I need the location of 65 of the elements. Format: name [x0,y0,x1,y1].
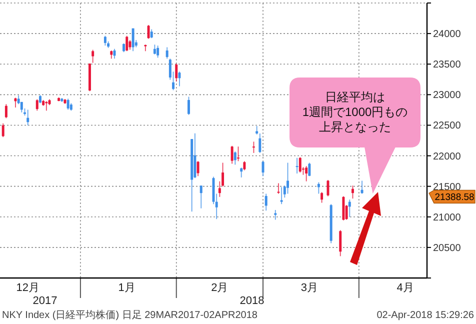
candlestick [104,35,106,46]
candlestick [66,98,70,110]
candlestick [128,40,132,50]
candlestick [308,162,311,177]
candlestick [277,182,280,194]
x-tick-label: 1月 [118,282,136,294]
x-tick-label: 3月 [300,282,318,294]
candlestick [352,185,354,200]
candlestick [194,132,196,179]
candlestick [317,182,320,194]
annotation: 日経平均は [325,90,385,104]
candlestick [237,146,240,162]
candlestick [200,185,202,209]
candlestick [153,44,156,55]
x-tick-label: 12月 [16,282,40,294]
x-tick-label: 2月 [211,282,228,294]
candlestick [360,180,364,194]
candlestick [264,193,268,212]
y-tick-label: 21000 [433,212,462,224]
annotation: 上昇となった [319,120,391,134]
candlestick [286,162,289,194]
candlestick [243,160,246,171]
text: NKY Index (日経平均株価) 日足 29MAR2017-02APR2018 [2,309,258,321]
candlestick [296,157,298,174]
candlestick [196,160,200,177]
candlestick [258,133,262,154]
y-tick-label: 22000 [433,151,462,162]
candlestick [326,180,330,197]
candlestick [92,49,94,64]
candlestick [240,167,243,178]
candlestick [156,45,160,58]
candlestick [230,145,234,164]
candlestick [280,186,283,205]
y-tick-label: 23500 [433,60,462,71]
candlestick [305,166,308,182]
x-tick-label: 4月 [396,282,414,294]
text: 02-Apr-2018 15:29:26 [376,310,474,321]
candlestick [2,122,4,138]
candlestick [36,98,38,112]
candlestick [342,196,345,221]
candlestick [147,24,150,40]
y-tick-label: 22500 [433,120,462,132]
candlestick [175,63,178,82]
candlestick [339,230,342,257]
y-tick-label: 24000 [433,29,462,40]
candlestick [126,35,128,52]
candlestick [274,210,277,220]
candlestick [132,28,134,52]
candlestick [348,199,351,218]
candlestick [298,156,302,173]
candlestick [252,141,255,154]
candlestick [234,150,236,166]
price-tag: 21388.58 [428,190,476,204]
candlestick [26,109,30,126]
candlestick [113,48,116,60]
candlestick [166,46,168,60]
text: 2017 [32,295,58,307]
y-tick-label: 23000 [433,90,462,102]
text: 2018 [240,295,264,307]
y-tick-label: 20500 [433,242,462,254]
annotation: 1週間で1000円もの [302,105,408,119]
candlestick [188,96,190,116]
candlestick [178,71,181,87]
candlestick [320,192,324,204]
candlestick [4,104,8,119]
